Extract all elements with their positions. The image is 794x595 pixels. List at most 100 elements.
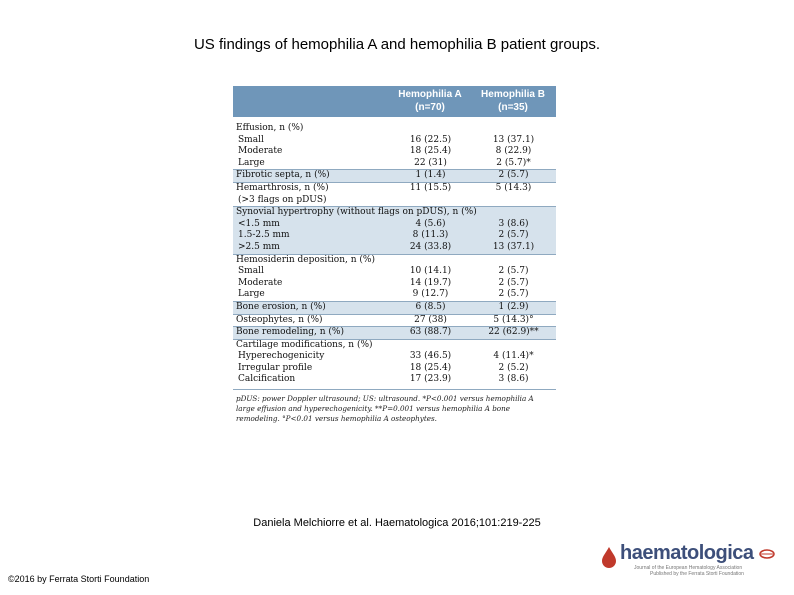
table-body: Effusion, n (%) Small 16 (22.5) 13 (37.1) Mo… [233,123,556,386]
cell-hemophilia-b: 2 (5.2) [498,362,529,373]
logo-subtitle-publisher: Published by the Ferrata Storti Foundati… [650,571,744,577]
row-label: Small [238,134,264,145]
row-label: Hyperechogenicity [238,351,325,362]
cell-hemophilia-a: 33 (46.5) [409,351,452,362]
row-label: Small [238,266,264,277]
cell-hemophilia-a: 4 (5.6) [415,218,446,229]
table-row: Cartilage modifications, n (%) [233,340,556,352]
table-group: Hemosiderin deposition, n (%) Small 10 (14… [233,253,556,301]
table-group: Bone erosion, n (%) 6 (8.5) 1 (2.9) [233,300,556,314]
copyright: ©2016 by Ferrata Storti Foundation [8,574,150,584]
header-a-name: Hemophilia A [398,89,462,100]
table-row: <1.5 mm 4 (5.6) 3 (8.6) [233,219,556,231]
cell-hemophilia-b: 2 (5.7)* [496,157,531,168]
cell-hemophilia-b: 22 (62.9)** [488,327,539,338]
table-group: Hemarthrosis, n (%) 11 (15.5) 5 (14.3) (>3 … [233,181,556,207]
table-row: Osteophytes, n (%) 27 (38) 5 (14.3)° [233,315,556,327]
logo-subtitle-association: Journal of the European Hematology Assoc… [634,565,743,571]
row-label: >2.5 mm [238,241,280,252]
table-row: Large 9 (12.7) 2 (5.7) [233,289,556,301]
cell-hemophilia-b: 2 (5.7) [498,277,529,288]
cell-hemophilia-a: 27 (38) [414,314,447,325]
findings-table: Hemophilia A (n=70) Hemophilia B (n=35) … [233,86,556,424]
table-row: Hemosiderin deposition, n (%) [233,255,556,267]
cell-hemophilia-a: 63 (88.7) [409,327,452,338]
cell-hemophilia-b: 5 (14.3) [495,182,532,193]
cell-hemophilia-a: 14 (19.7) [409,277,452,288]
table-row: Hemarthrosis, n (%) 11 (15.5) 5 (14.3) [233,183,556,195]
header-a-count: (n=70) [415,102,445,113]
row-label: Large [238,289,265,300]
row-label: (>3 flags on pDUS) [238,194,327,205]
table-row: Effusion, n (%) [233,123,556,135]
cell-hemophilia-a: 1 (1.4) [415,170,446,181]
table-row: Bone remodeling, n (%) 63 (88.7) 22 (62.9)… [233,327,556,339]
table-row: Small 16 (22.5) 13 (37.1) [233,135,556,147]
slide-title: US findings of hemophilia A and hemophil… [193,36,601,53]
row-label: 1.5-2.5 mm [238,230,290,241]
cell-hemophilia-b: 5 (14.3)° [493,314,534,325]
row-label: Hemosiderin deposition, n (%) [236,254,375,265]
cell-hemophilia-a: 6 (8.5) [415,301,446,312]
header-b-name: Hemophilia B [481,89,545,100]
table-row: Synovial hypertrophy (without flags on p… [233,207,556,219]
table-row: Moderate 14 (19.7) 2 (5.7) [233,278,556,290]
row-label: Calcification [238,374,296,385]
table-row: Hyperechogenicity 33 (46.5) 4 (11.4)* [233,351,556,363]
cell-hemophilia-b: 13 (37.1) [492,241,535,252]
table-row: Irregular profile 18 (25.4) 2 (5.2) [233,363,556,375]
table-footnote: pDUS: power Doppler ultrasound; US: ultr… [233,389,556,424]
cell-hemophilia-a: 18 (25.4) [409,146,452,157]
cell-hemophilia-a: 10 (14.1) [409,266,452,277]
table-group: Fibrotic septa, n (%) 1 (1.4) 2 (5.7) [233,169,556,182]
cell-hemophilia-b: 2 (5.7) [498,170,529,181]
cell-hemophilia-b: 2 (5.7) [498,266,529,277]
cell-hemophilia-b: 2 (5.7) [498,230,529,241]
cell-hemophilia-b: 3 (8.6) [498,218,529,229]
row-label: Moderate [238,277,283,288]
logo-drop-icon [602,547,616,568]
haematologica-logo: haematologica Journal of the European He… [600,542,780,577]
cell-hemophilia-a: 9 (12.7) [412,289,449,300]
foundation-emblem-icon [759,549,775,559]
logo-wordmark: haematologica [620,542,754,564]
header-hemophilia-a: Hemophilia A (n=70) [390,88,470,114]
row-label: Moderate [238,146,283,157]
table-row: Large 22 (31) 2 (5.7)* [233,158,556,170]
cell-hemophilia-b: 13 (37.1) [492,134,535,145]
header-b-count: (n=35) [498,102,528,113]
cell-hemophilia-a: 24 (33.8) [409,241,452,252]
table-group: Osteophytes, n (%) 27 (38) 5 (14.3)° [233,313,556,327]
cell-hemophilia-a: 16 (22.5) [409,134,452,145]
cell-hemophilia-a: 8 (11.3) [412,230,449,241]
row-label: Hemarthrosis, n (%) [236,182,329,193]
cell-hemophilia-b: 2 (5.7) [498,289,529,300]
cell-hemophilia-a: 17 (23.9) [409,374,452,385]
table-group: Bone remodeling, n (%) 63 (88.7) 22 (62.9)… [233,326,556,339]
cell-hemophilia-b: 3 (8.6) [498,374,529,385]
row-label: Bone erosion, n (%) [236,301,326,312]
citation: Daniela Melchiorre et al. Haematologica … [253,517,541,529]
table-row: 1.5-2.5 mm 8 (11.3) 2 (5.7) [233,230,556,242]
cell-hemophilia-a: 18 (25.4) [409,362,452,373]
row-label: Irregular profile [238,362,313,373]
row-label: Fibrotic septa, n (%) [236,170,330,181]
table-row: >2.5 mm 24 (33.8) 13 (37.1) [233,242,556,254]
cell-hemophilia-b: 8 (22.9) [495,146,532,157]
table-row: Fibrotic septa, n (%) 1 (1.4) 2 (5.7) [233,170,556,182]
header-hemophilia-b: Hemophilia B (n=35) [473,88,553,114]
row-label: Effusion, n (%) [236,123,304,133]
row-label: Osteophytes, n (%) [236,314,323,325]
row-label: Large [238,157,265,168]
table-group: Effusion, n (%) Small 16 (22.5) 13 (37.1) Mo… [233,123,556,169]
table-row: (>3 flags on pDUS) [233,195,556,207]
cell-hemophilia-b: 4 (11.4)* [493,351,534,362]
table-row: Calcification 17 (23.9) 3 (8.6) [233,374,556,386]
row-label: Cartilage modifications, n (%) [236,339,373,350]
row-label: Bone remodeling, n (%) [236,327,344,338]
row-label: Synovial hypertrophy (without flags on p… [236,207,477,218]
cell-hemophilia-a: 11 (15.5) [409,182,452,193]
table-header: Hemophilia A (n=70) Hemophilia B (n=35) [233,86,556,117]
table-group: Synovial hypertrophy (without flags on p… [233,206,556,254]
table-row: Bone erosion, n (%) 6 (8.5) 1 (2.9) [233,302,556,314]
